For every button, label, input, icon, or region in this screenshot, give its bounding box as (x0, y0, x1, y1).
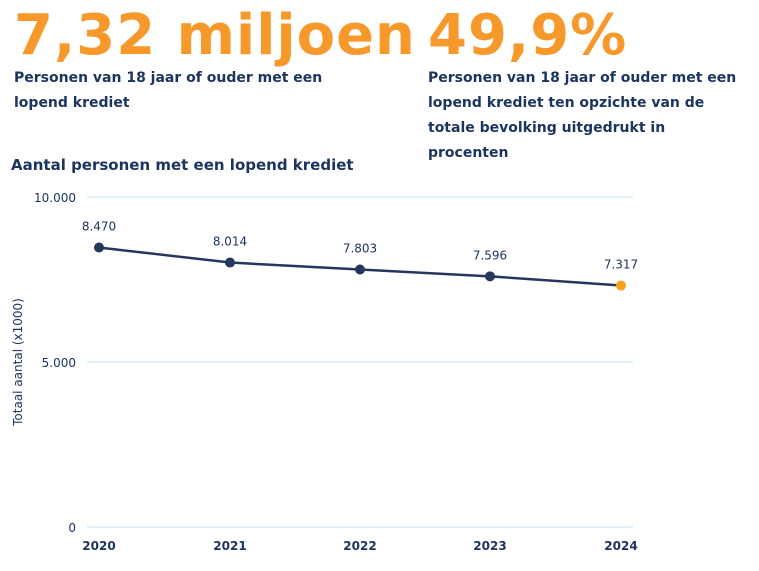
x-tick-label: 2021 (213, 539, 246, 553)
y-tick-label: 5.000 (42, 356, 76, 370)
x-tick-label: 2023 (473, 539, 506, 553)
x-tick-label: 2024 (604, 539, 637, 553)
stat-description-persons: Personen van 18 jaar of ouder met een lo… (14, 70, 323, 111)
data-label: 7.596 (473, 248, 507, 262)
data-label: 7.317 (604, 258, 638, 272)
data-point (225, 257, 235, 268)
data-label: 7.803 (343, 242, 377, 256)
x-tick-label: 2020 (82, 539, 115, 553)
stat-value-persons: 7,32 miljoen (14, 3, 416, 68)
stat-description-percentage: Personen van 18 jaar of ouder met een lo… (428, 70, 737, 161)
data-point (616, 280, 626, 291)
y-tick-label: 10.000 (34, 191, 76, 205)
y-axis-label: Totaal aantal (x1000) (11, 298, 25, 427)
data-label: 8.014 (213, 235, 247, 249)
data-point (94, 242, 104, 253)
data-label: 8.470 (82, 219, 116, 233)
x-tick-label: 2022 (343, 539, 376, 553)
chart-title: Aantal personen met een lopend krediet (11, 156, 354, 174)
data-point (485, 271, 495, 282)
y-tick-label: 0 (68, 521, 76, 535)
data-point (355, 264, 365, 275)
stat-value-percentage: 49,9% (428, 3, 628, 68)
